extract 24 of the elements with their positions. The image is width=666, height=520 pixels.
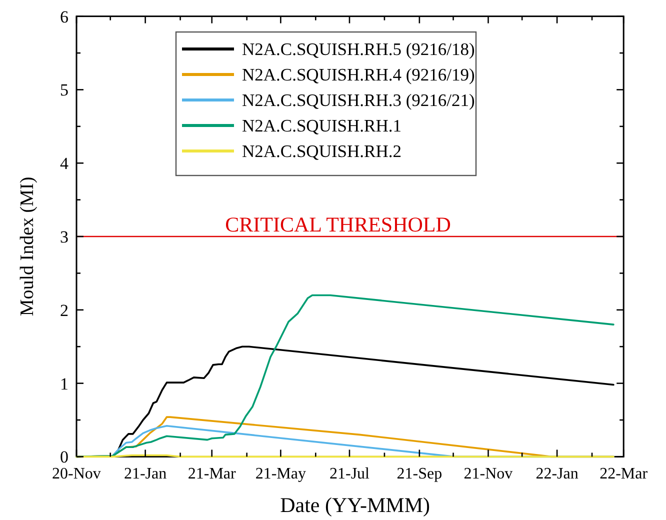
y-tick-label: 0 [60,448,68,467]
y-tick-label: 6 [60,7,68,26]
x-tick-label: 22-Mar [600,466,648,483]
y-tick-label: 4 [60,154,69,174]
x-tick-label: 21-Sep [396,466,442,483]
x-tick-label: 21-Nov [464,466,513,483]
x-tick-label: 21-Jul [329,466,370,483]
x-tick-label: 20-Nov [52,466,101,483]
legend-label: N2A.C.SQUISH.RH.3 (9216/21) [242,90,476,110]
y-axis-title: Mould Index (MI) [17,176,38,316]
y-tick-label: 2 [60,300,68,320]
x-tick-label: 21-Jan [124,466,167,483]
x-tick-label: 21-May [255,466,306,483]
x-tick-label: 21-Mar [188,466,237,483]
x-axis-title: Date (YY-MMM) [280,493,430,517]
legend-label: N2A.C.SQUISH.RH.5 (9216/18) [242,39,476,59]
y-tick-label: 3 [60,228,68,246]
y-tick-label: 1 [60,374,68,394]
y-tick-label: 5 [60,80,68,100]
ref-line-label: CRITICAL THRESHOLD [225,212,451,236]
x-tick-label: 22-Jan [536,466,578,483]
legend-label: N2A.C.SQUISH.RH.1 [242,116,402,136]
legend-label: N2A.C.SQUISH.RH.2 [242,141,402,161]
legend-label: N2A.C.SQUISH.RH.4 (9216/19) [242,64,476,84]
